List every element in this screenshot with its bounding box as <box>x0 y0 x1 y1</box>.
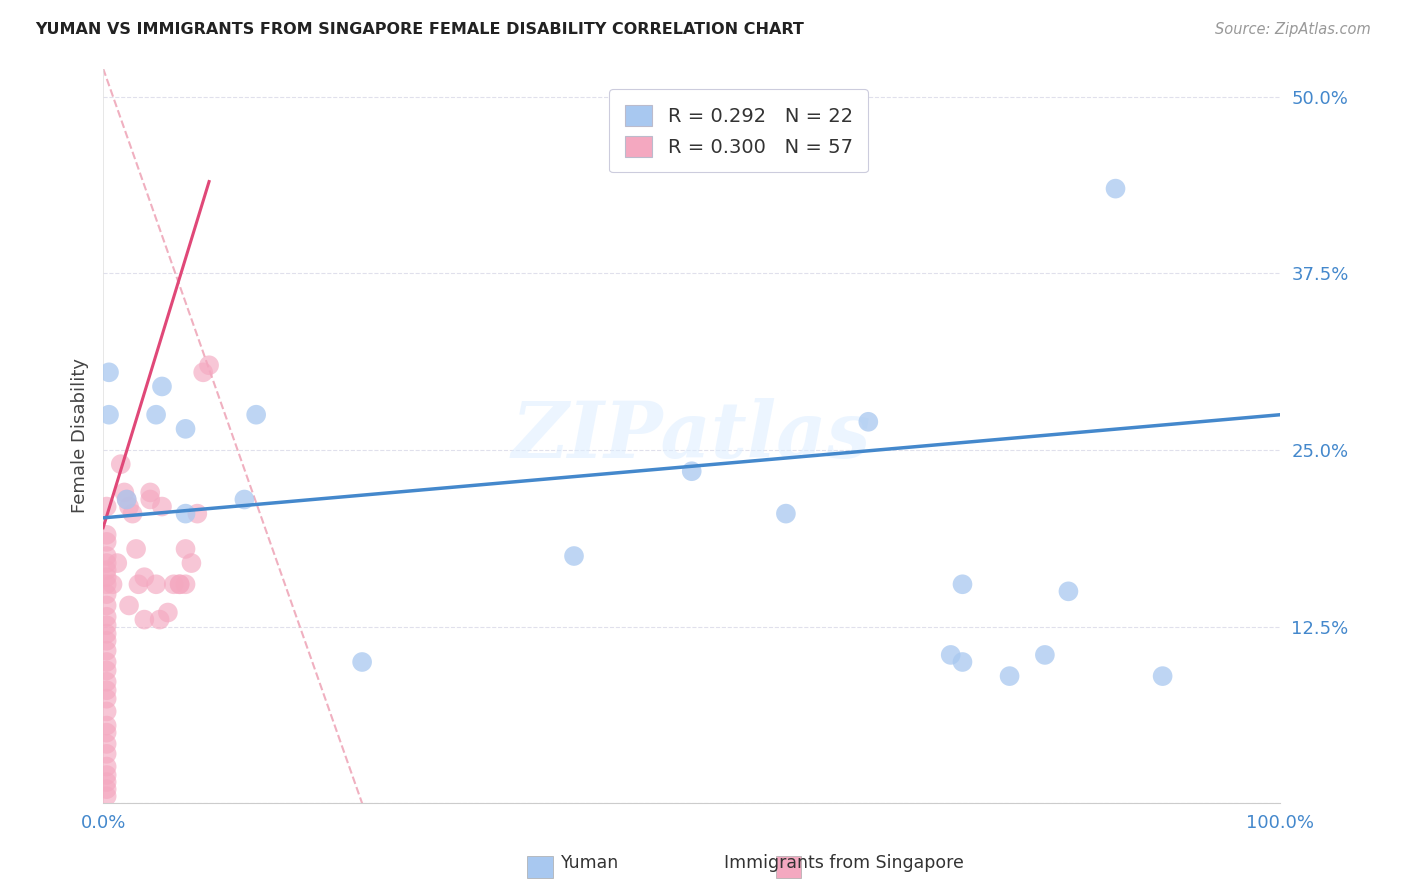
Text: Source: ZipAtlas.com: Source: ZipAtlas.com <box>1215 22 1371 37</box>
Point <box>174 541 197 556</box>
Point <box>96 599 118 613</box>
Point <box>96 747 118 761</box>
Point <box>115 492 138 507</box>
Point <box>163 577 186 591</box>
Point <box>245 408 267 422</box>
Point <box>110 457 132 471</box>
Text: Immigrants from Singapore: Immigrants from Singapore <box>724 855 963 872</box>
Point <box>96 759 118 773</box>
Point <box>96 577 118 591</box>
Point <box>96 775 118 789</box>
Point <box>115 492 138 507</box>
Point <box>134 613 156 627</box>
Point <box>96 626 118 640</box>
Point <box>186 507 208 521</box>
Point <box>858 415 880 429</box>
Point <box>149 613 172 627</box>
Point <box>174 422 197 436</box>
Point <box>96 789 118 804</box>
Point <box>112 485 135 500</box>
Point <box>150 379 173 393</box>
Point <box>98 365 121 379</box>
Point <box>96 691 118 706</box>
Point <box>96 705 118 719</box>
Point <box>96 549 118 563</box>
Point <box>96 563 118 577</box>
Point <box>775 507 797 521</box>
Point <box>156 606 179 620</box>
Point <box>1152 669 1174 683</box>
Point <box>96 782 118 797</box>
Point <box>98 408 121 422</box>
Point <box>96 618 118 632</box>
Point <box>101 577 124 591</box>
Point <box>952 577 974 591</box>
Point <box>952 655 974 669</box>
Point <box>96 528 118 542</box>
Text: Yuman: Yuman <box>561 855 620 872</box>
Point <box>681 464 703 478</box>
Point <box>105 556 128 570</box>
Legend: R = 0.292   N = 22, R = 0.300   N = 57: R = 0.292 N = 22, R = 0.300 N = 57 <box>609 89 869 172</box>
Point <box>96 674 118 689</box>
Point <box>1057 584 1080 599</box>
Point <box>139 492 162 507</box>
Text: YUMAN VS IMMIGRANTS FROM SINGAPORE FEMALE DISABILITY CORRELATION CHART: YUMAN VS IMMIGRANTS FROM SINGAPORE FEMAL… <box>35 22 804 37</box>
Point <box>96 718 118 732</box>
Point <box>96 655 118 669</box>
Point <box>96 534 118 549</box>
Point <box>96 737 118 751</box>
Point <box>118 599 141 613</box>
Point <box>180 556 202 570</box>
Point <box>134 570 156 584</box>
Point <box>145 577 167 591</box>
Point <box>96 609 118 624</box>
Point <box>96 587 118 601</box>
Point <box>233 492 256 507</box>
Point <box>939 648 962 662</box>
Point <box>96 500 118 514</box>
Point <box>96 725 118 739</box>
Point <box>96 643 118 657</box>
Point <box>121 507 143 521</box>
Point <box>169 577 191 591</box>
Text: ZIPatlas: ZIPatlas <box>512 398 872 475</box>
Point <box>96 683 118 698</box>
Point <box>139 485 162 500</box>
Point <box>96 570 118 584</box>
Point <box>193 365 215 379</box>
Point <box>96 768 118 782</box>
Point <box>96 556 118 570</box>
Point <box>96 633 118 648</box>
Point <box>169 577 191 591</box>
Point <box>96 664 118 678</box>
Point <box>145 408 167 422</box>
Y-axis label: Female Disability: Female Disability <box>72 359 89 514</box>
Point <box>150 500 173 514</box>
Point <box>198 358 221 372</box>
Point <box>562 549 585 563</box>
Point <box>1033 648 1056 662</box>
Point <box>1104 181 1126 195</box>
Point <box>125 541 148 556</box>
Point <box>174 577 197 591</box>
Point <box>998 669 1021 683</box>
Point <box>127 577 149 591</box>
Point <box>174 507 197 521</box>
Point <box>352 655 374 669</box>
Point <box>118 500 141 514</box>
